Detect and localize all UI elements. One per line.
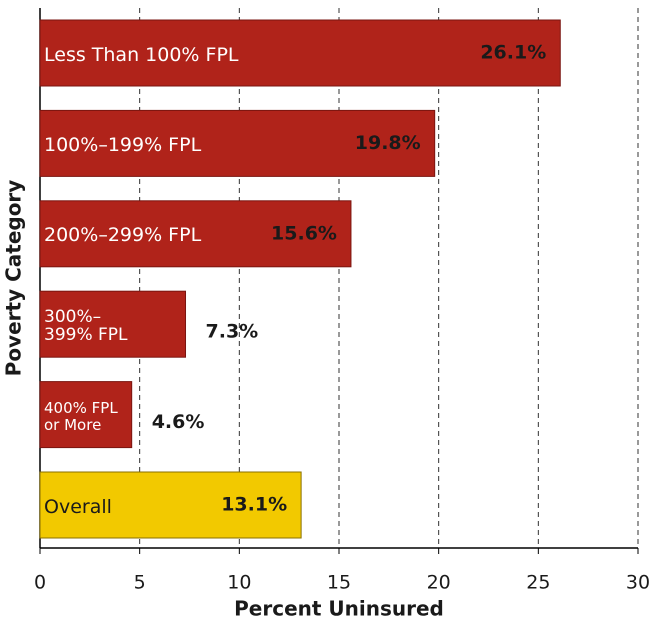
bar bbox=[39, 19, 561, 87]
x-axis-label: Percent Uninsured bbox=[234, 597, 444, 621]
x-tick-label: 5 bbox=[134, 572, 146, 594]
x-tick-label: 30 bbox=[626, 572, 650, 594]
category-label: Overall bbox=[44, 495, 112, 518]
value-label: 26.1% bbox=[480, 42, 546, 64]
bar bbox=[39, 109, 436, 177]
value-label: 4.6% bbox=[152, 411, 205, 433]
category-label: 100%–199% FPL bbox=[44, 133, 202, 156]
x-tick-label: 15 bbox=[327, 572, 351, 594]
category-label: 400% FPL or More bbox=[44, 399, 118, 434]
x-tick-label: 25 bbox=[526, 572, 550, 594]
x-tick-label: 10 bbox=[227, 572, 251, 594]
value-label: 15.6% bbox=[271, 222, 337, 244]
category-label: 300%– 399% FPL bbox=[44, 306, 128, 346]
x-tick-label: 20 bbox=[427, 572, 451, 594]
bar bbox=[39, 471, 302, 539]
category-label: 200%–299% FPL bbox=[44, 224, 202, 247]
value-label: 7.3% bbox=[206, 321, 259, 343]
value-label: 19.8% bbox=[355, 132, 421, 154]
bar bbox=[39, 381, 133, 449]
x-tick-label: 0 bbox=[34, 572, 46, 594]
bar bbox=[39, 200, 352, 268]
category-label: Less Than 100% FPL bbox=[44, 43, 239, 66]
bar bbox=[39, 290, 187, 358]
value-label: 13.1% bbox=[221, 494, 287, 516]
y-axis-label: Poverty Category bbox=[2, 180, 26, 377]
